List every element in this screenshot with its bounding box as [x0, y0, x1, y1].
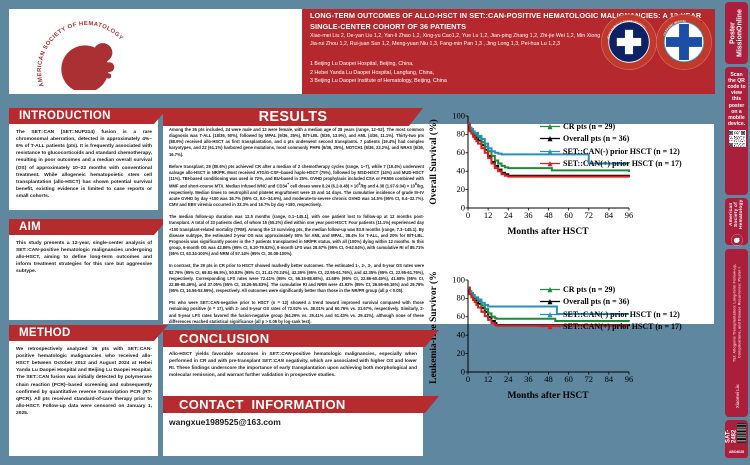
svg-text:72: 72: [585, 210, 594, 220]
svg-text:Months after HSCT: Months after HSCT: [507, 227, 589, 237]
svg-text:48: 48: [544, 210, 553, 220]
svg-text:48: 48: [544, 374, 553, 384]
svg-text:80: 80: [457, 293, 466, 303]
svg-text:0: 0: [466, 210, 470, 220]
svg-text:100: 100: [452, 275, 465, 285]
svg-text:0: 0: [461, 203, 465, 213]
svg-text:40: 40: [457, 166, 466, 176]
svg-text:36: 36: [524, 210, 533, 220]
svg-text:84: 84: [605, 210, 614, 220]
svg-text:60: 60: [457, 147, 466, 157]
svg-text:0: 0: [461, 367, 465, 377]
svg-text:80: 80: [457, 129, 466, 139]
svg-text:60: 60: [457, 311, 466, 321]
svg-text:40: 40: [457, 330, 466, 340]
svg-text:12: 12: [484, 210, 493, 220]
svg-text:24: 24: [504, 210, 513, 220]
svg-text:Leukemia-free Survivor (%): Leukemia-free Survivor (%): [428, 272, 439, 384]
svg-text:24: 24: [504, 374, 513, 384]
svg-text:Overall Survival (%): Overall Survival (%): [428, 119, 439, 205]
svg-text:60: 60: [564, 374, 573, 384]
svg-text:60: 60: [564, 210, 573, 220]
svg-text:84: 84: [605, 374, 614, 384]
svg-text:100: 100: [452, 111, 465, 121]
svg-text:0: 0: [466, 374, 470, 384]
svg-text:72: 72: [585, 374, 594, 384]
svg-text:Months after HSCT: Months after HSCT: [507, 391, 589, 401]
svg-text:12: 12: [484, 374, 493, 384]
svg-text:36: 36: [524, 374, 533, 384]
svg-text:20: 20: [457, 348, 466, 358]
svg-text:96: 96: [625, 374, 634, 384]
svg-text:20: 20: [457, 184, 466, 194]
svg-text:96: 96: [625, 210, 634, 220]
